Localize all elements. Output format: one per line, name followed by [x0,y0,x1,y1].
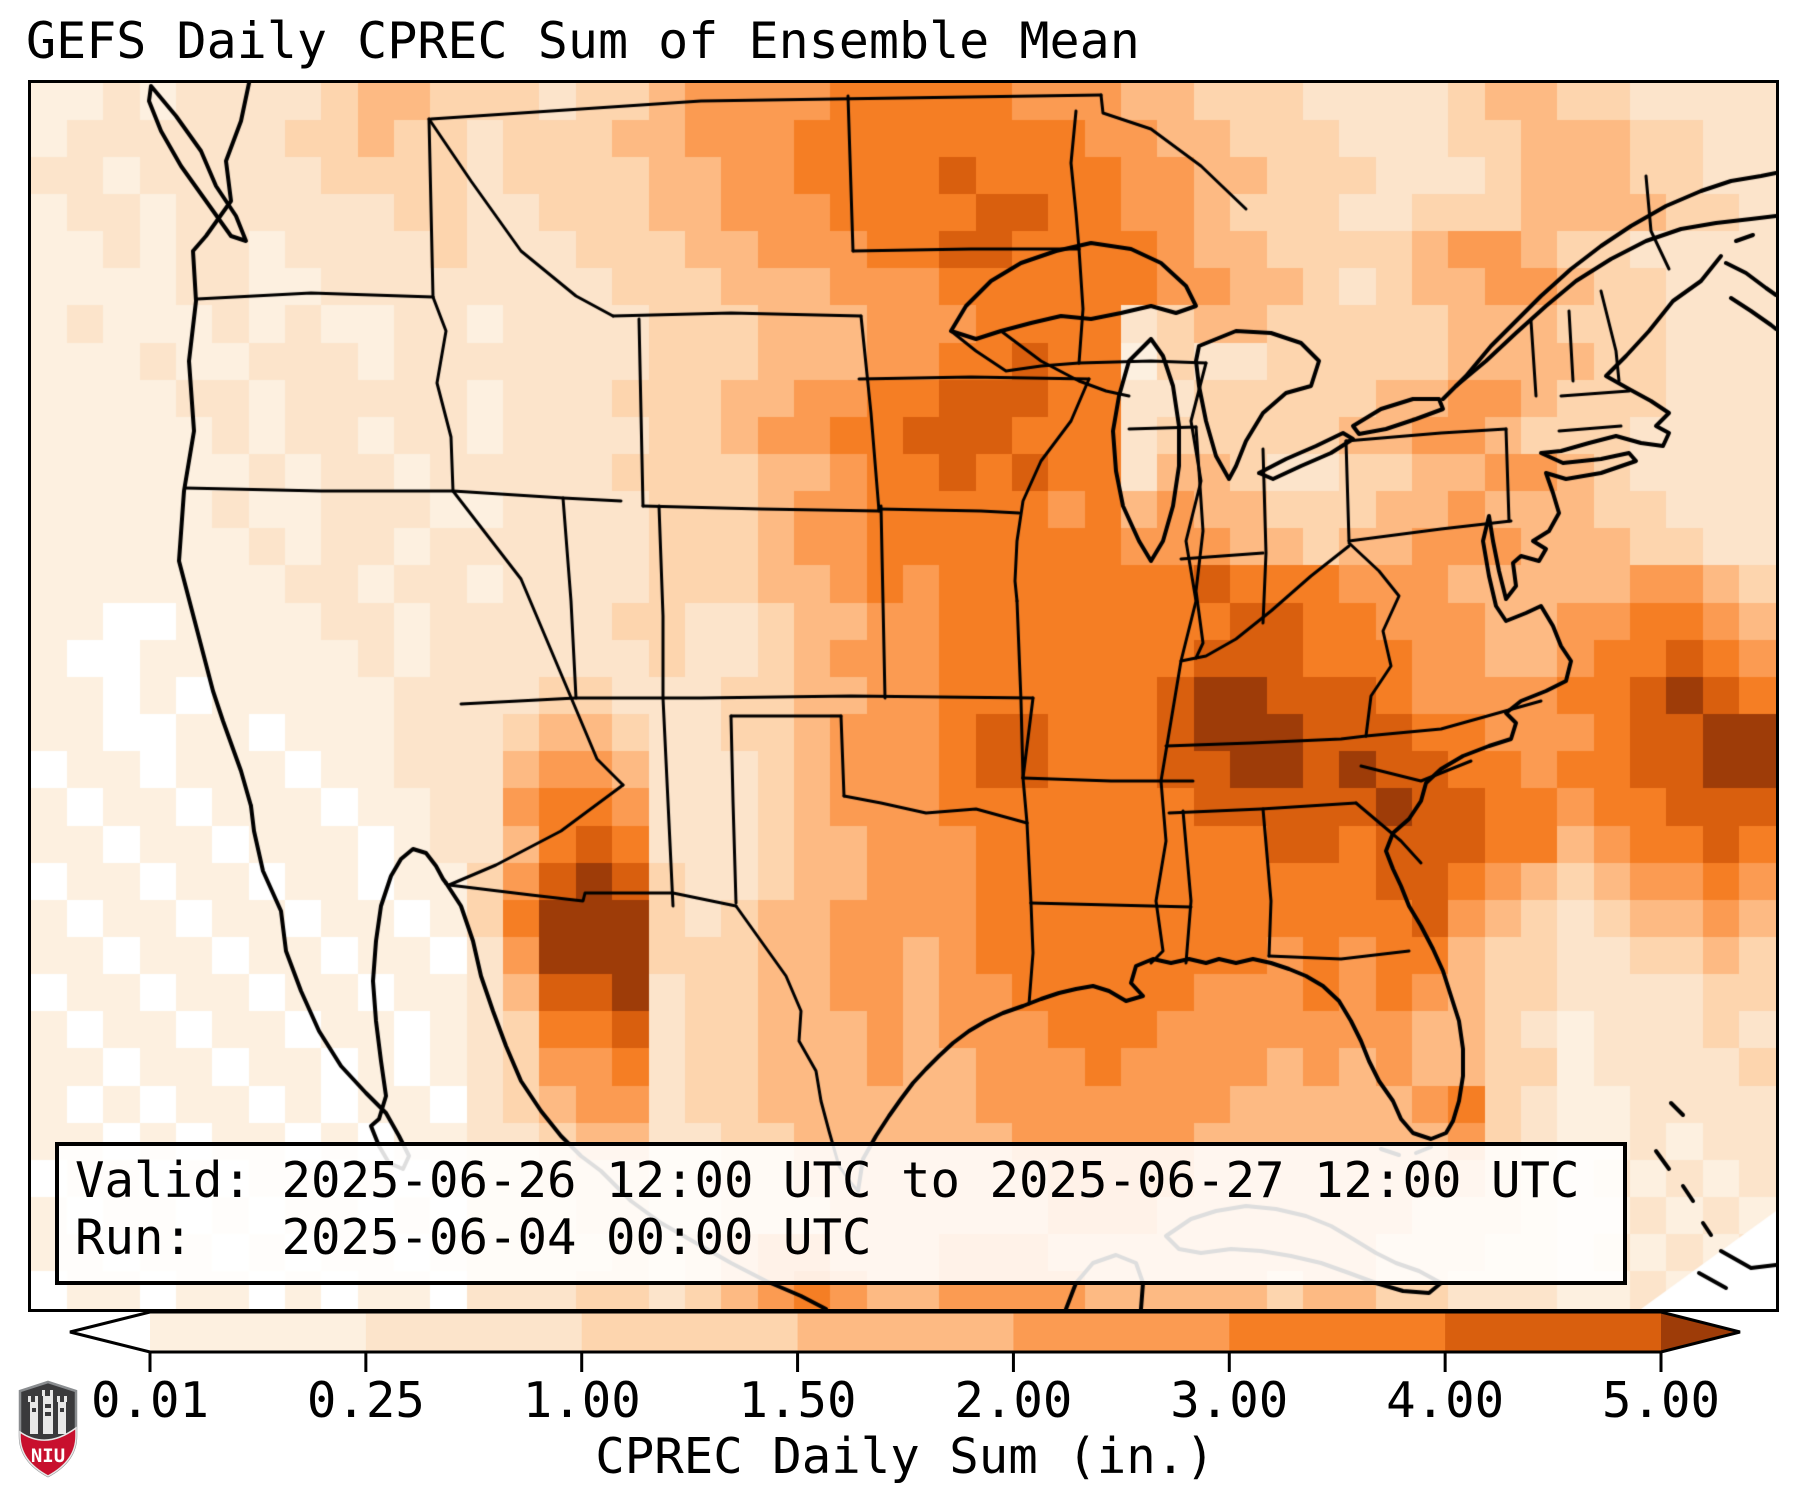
niu-red-band [19,1426,77,1477]
colorbar-tick-label: 3.00 [1170,1372,1289,1429]
precipitation-map-canvas [31,83,1776,1309]
colorbar-axis-label: CPREC Daily Sum (in.) [595,1428,1215,1485]
colorbar-tick-label: 1.00 [522,1372,641,1429]
colorbar-segment [797,1312,1014,1352]
colorbar-tick-label: 5.00 [1601,1372,1720,1429]
page-title: GEFS Daily CPREC Sum of Ensemble Mean [26,12,1140,70]
run-line: Run: 2025-06-04 00:00 UTC [75,1209,872,1266]
colorbar-segment [581,1312,799,1352]
colorbar-tick-label: 4.00 [1386,1372,1505,1429]
colorbar-segment [1445,1312,1662,1352]
colorbar-over-arrow [1661,1312,1740,1352]
colorbar-segment [1229,1312,1446,1352]
colorbar-tick-label: 0.01 [90,1372,209,1429]
valid-run-info-box: Valid: 2025-06-26 12:00 UTC to 2025-06-2… [55,1142,1627,1285]
colorbar-segment [365,1312,583,1352]
colorbar-segment [1013,1312,1230,1352]
valid-line: Valid: 2025-06-26 12:00 UTC to 2025-06-2… [75,1152,1580,1209]
castle-icon [28,1390,67,1434]
colorbar-under-arrow [70,1312,150,1352]
colorbar-tick-label: 1.50 [738,1372,857,1429]
map-frame [28,80,1779,1312]
niu-text: NIU [31,1445,65,1467]
colorbar-segment [150,1312,367,1352]
colorbar-tick-label: 0.25 [306,1372,425,1429]
niu-logo: NIU [18,1380,78,1478]
colorbar-tick-label: 2.00 [954,1372,1073,1429]
colorbar [69,1310,1741,1372]
